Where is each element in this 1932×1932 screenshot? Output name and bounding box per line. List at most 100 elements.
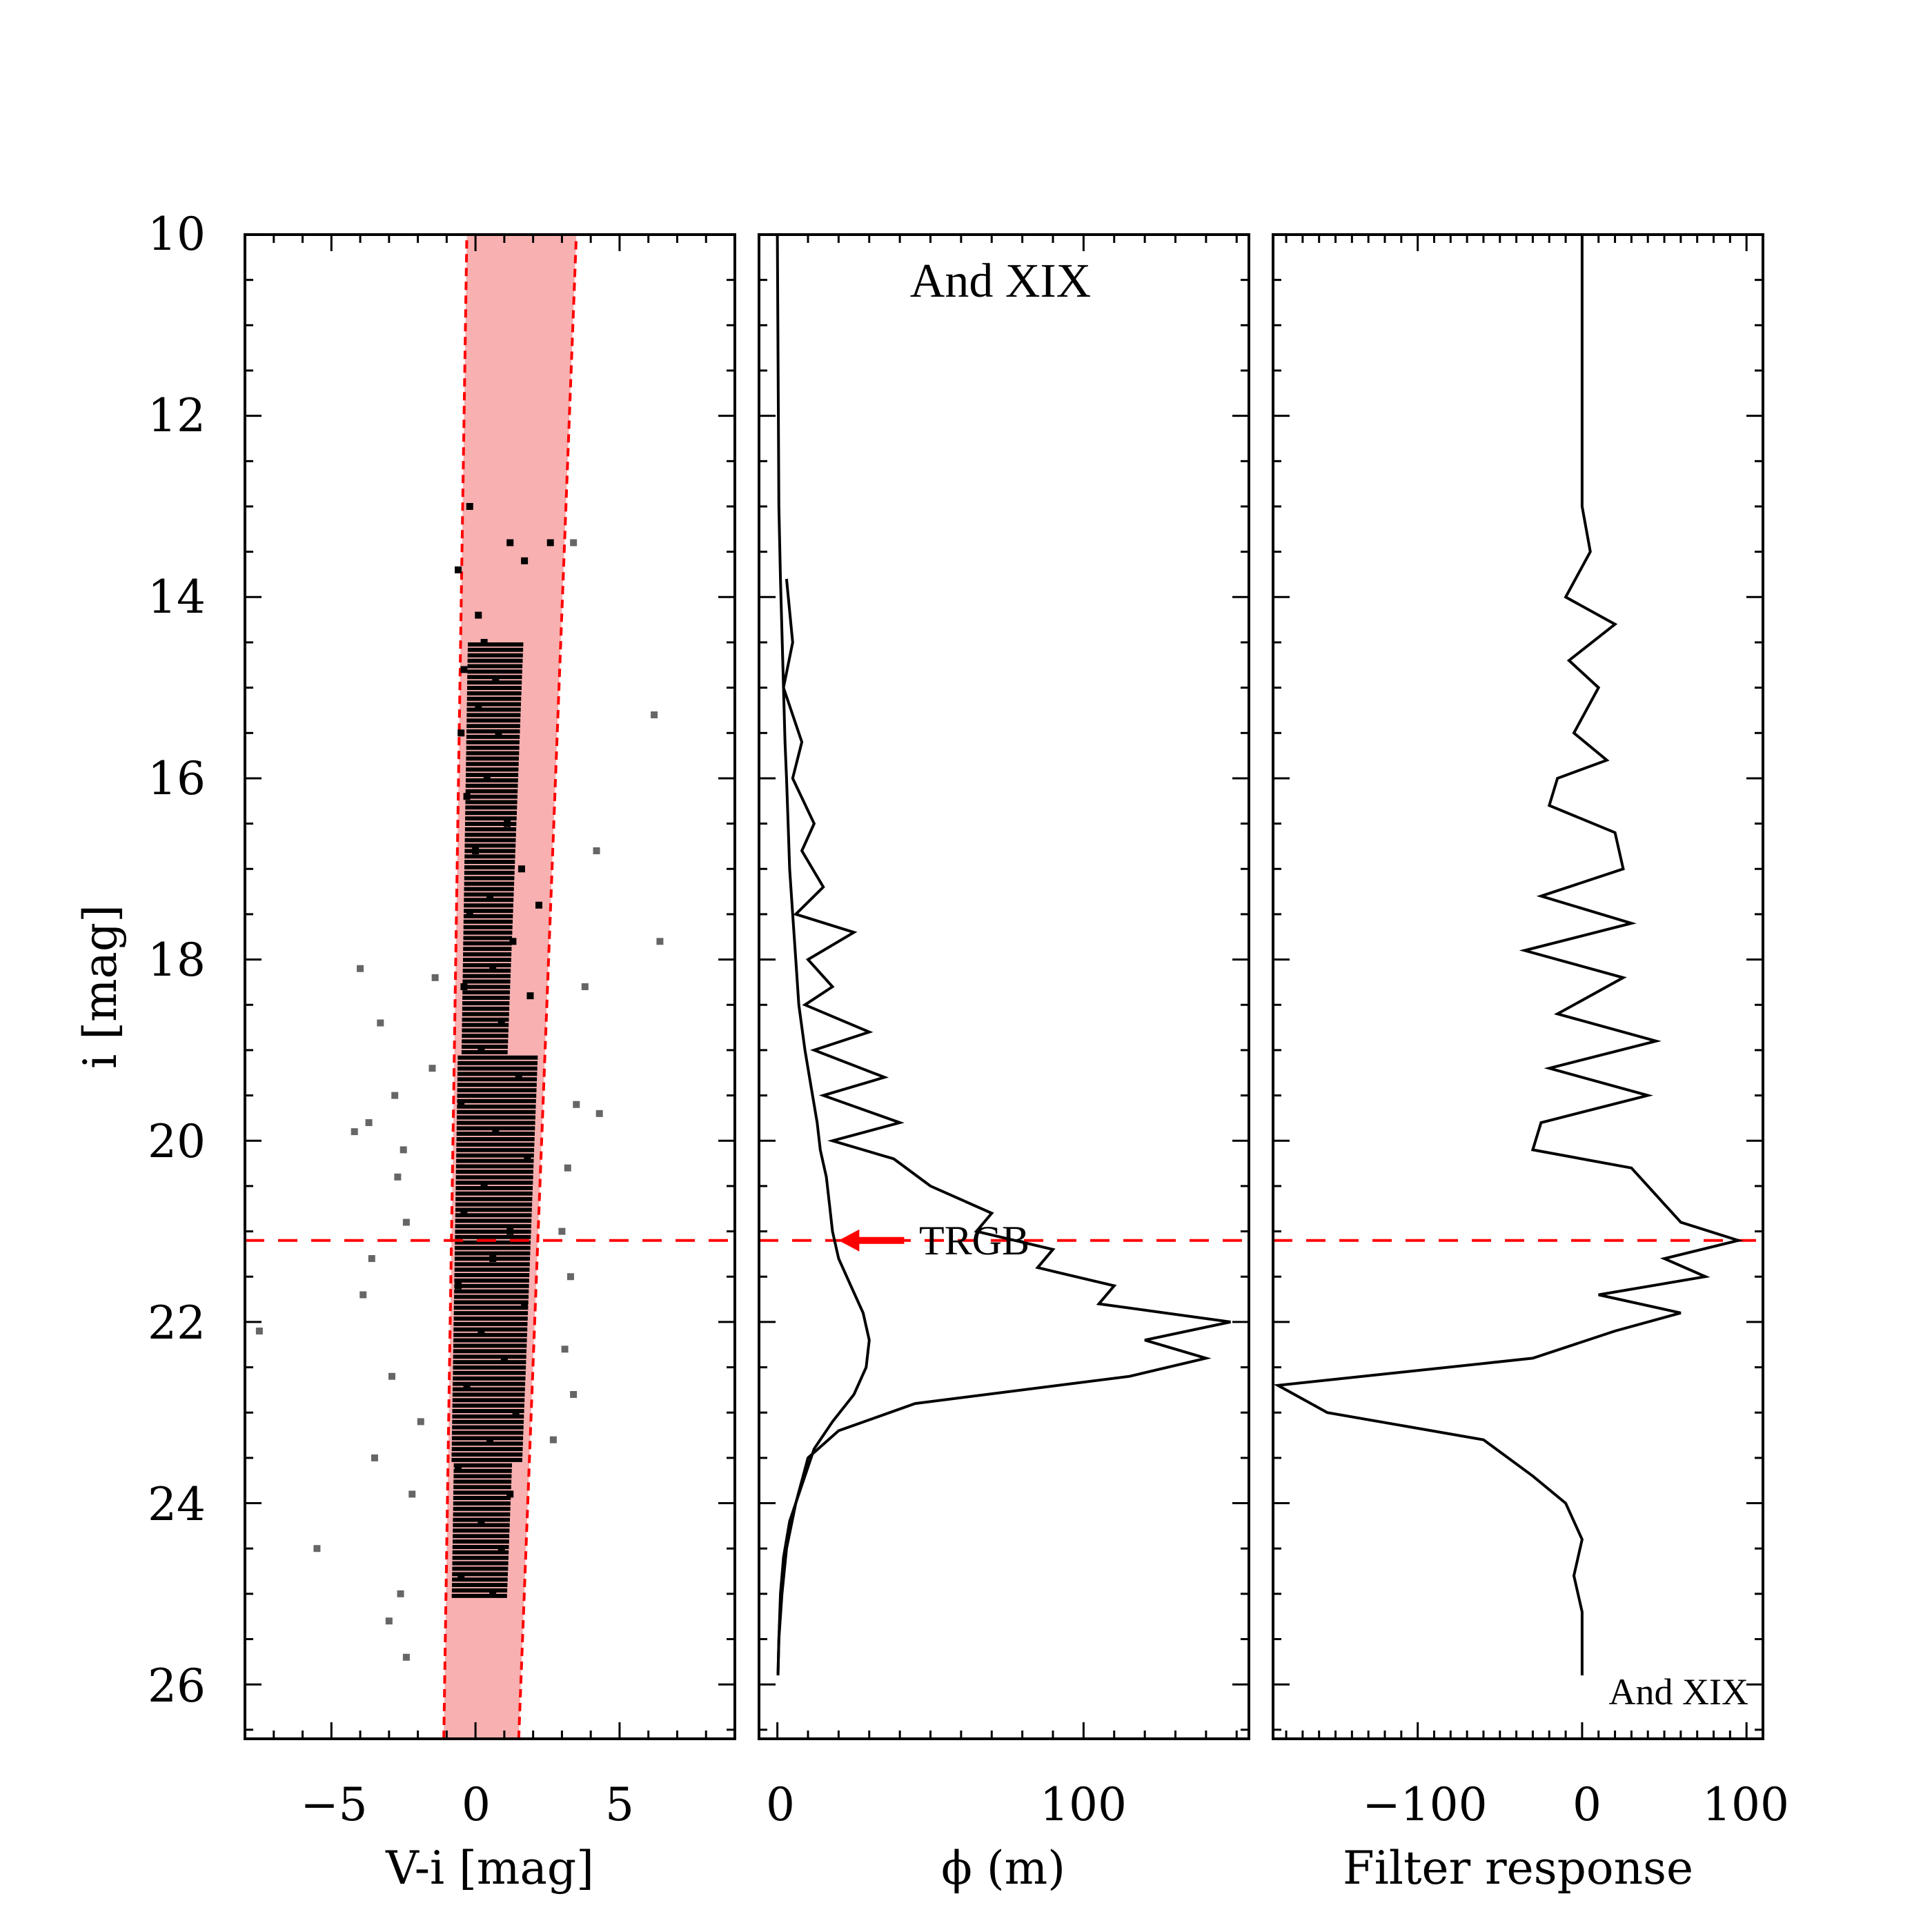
- star-point: [368, 1254, 375, 1262]
- star-point: [549, 1436, 557, 1443]
- star-point: [460, 666, 468, 673]
- star-point: [377, 1019, 384, 1027]
- star-point: [455, 1282, 462, 1290]
- cmd-dense-star-cloud: [451, 642, 538, 1598]
- star-point: [492, 675, 500, 682]
- star-point: [480, 1182, 488, 1190]
- star-point: [506, 1228, 514, 1235]
- ytick-label: 20: [148, 1115, 206, 1168]
- selected-star-points: [455, 502, 554, 1597]
- star-point: [521, 557, 529, 564]
- star-point: [570, 539, 578, 546]
- star-point: [402, 1219, 410, 1226]
- selection-band-left-edge: [442, 235, 469, 1739]
- star-point: [477, 1046, 485, 1054]
- star-point: [408, 1490, 416, 1498]
- star-point: [593, 847, 600, 855]
- star-point: [524, 1155, 531, 1163]
- cmd-x-axis-label: V-i [mag]: [385, 1842, 594, 1895]
- star-point: [573, 1101, 580, 1108]
- lf-xtick-label: 0: [766, 1778, 795, 1831]
- star-point: [255, 1328, 263, 1335]
- ytick-label: 22: [148, 1297, 206, 1350]
- star-point: [535, 901, 542, 909]
- ytick-label: 14: [148, 571, 206, 624]
- star-point: [365, 1118, 373, 1126]
- star-point: [457, 1572, 465, 1579]
- ytick-label: 16: [148, 752, 206, 805]
- cmd-panel: −5 0 5 10 12 14 16 18 20 22 24 26 V-i [m…: [74, 208, 736, 1895]
- star-point: [472, 847, 480, 855]
- star-point: [489, 1590, 497, 1597]
- star-point: [475, 702, 482, 709]
- star-point: [515, 1074, 522, 1081]
- lf-axes-frame: [758, 233, 1250, 1740]
- filter-x-axis-label: Filter response: [1343, 1842, 1693, 1895]
- star-point: [477, 1517, 485, 1525]
- star-point: [489, 965, 497, 972]
- star-point: [509, 938, 517, 945]
- star-point: [512, 1409, 520, 1417]
- star-point: [492, 1128, 500, 1136]
- star-point: [400, 1146, 407, 1154]
- star-point: [486, 1436, 493, 1443]
- star-point: [500, 1354, 508, 1362]
- filter-xtick-label: −100: [1362, 1778, 1487, 1831]
- star-point: [558, 1228, 566, 1235]
- ytick-label: 26: [148, 1659, 206, 1713]
- star-point: [475, 611, 482, 619]
- filter-xtick-label: 100: [1702, 1778, 1789, 1831]
- star-point: [489, 1254, 497, 1262]
- star-point: [313, 1545, 321, 1552]
- filter-axes-frame: [1272, 233, 1764, 1740]
- lf-xtick-label: 100: [1040, 1778, 1127, 1831]
- star-point: [564, 1164, 571, 1172]
- panel-label: And XIX: [1609, 1671, 1748, 1713]
- star-point: [497, 1545, 505, 1552]
- star-point: [483, 774, 491, 782]
- cmd-xtick-label: 0: [462, 1778, 491, 1831]
- star-point: [397, 1590, 404, 1597]
- star-point: [566, 1273, 574, 1281]
- star-point: [351, 1128, 358, 1136]
- star-point: [457, 729, 465, 737]
- star-point: [417, 1418, 424, 1426]
- star-point: [371, 1454, 378, 1461]
- star-point: [497, 1019, 505, 1027]
- star-point: [581, 983, 589, 990]
- star-point: [570, 1390, 578, 1398]
- star-point: [357, 965, 364, 972]
- panel-title: And XIX: [910, 255, 1091, 308]
- star-point: [486, 892, 493, 900]
- star-point: [526, 992, 534, 1000]
- trgb-label: TRGB: [919, 1218, 1029, 1263]
- star-point: [359, 1291, 367, 1299]
- filter-xtick-label: 0: [1573, 1778, 1601, 1831]
- star-point: [460, 1210, 468, 1217]
- ytick-label: 12: [148, 389, 206, 442]
- star-point: [546, 539, 554, 546]
- star-point: [457, 1101, 465, 1108]
- filter-response-panel: And XIX −100 0 100 Filter response: [1272, 233, 1789, 1895]
- star-point: [518, 865, 525, 873]
- star-point: [506, 539, 514, 546]
- star-point: [463, 793, 471, 800]
- selection-band-right-edge: [517, 235, 578, 1739]
- ytick-label: 10: [148, 208, 206, 261]
- trgb-arrow-head: [838, 1229, 860, 1252]
- ytick-label: 18: [148, 934, 206, 987]
- cmd-xtick-label: 5: [605, 1778, 634, 1831]
- star-point: [466, 910, 473, 918]
- luminosity-function-panel: And XIX TRGB 0 100 ϕ (m): [758, 233, 1250, 1895]
- luminosity-function-line: [776, 578, 1231, 1676]
- star-point: [388, 1372, 395, 1380]
- star-point: [495, 729, 502, 737]
- lf-x-axis-label: ϕ (m): [941, 1842, 1065, 1895]
- star-point: [561, 1346, 569, 1353]
- star-point: [394, 1173, 402, 1181]
- filter-response-line: [1273, 235, 1744, 1676]
- dense-star-region: [451, 642, 538, 1598]
- star-point: [466, 502, 473, 510]
- star-point: [506, 1490, 514, 1498]
